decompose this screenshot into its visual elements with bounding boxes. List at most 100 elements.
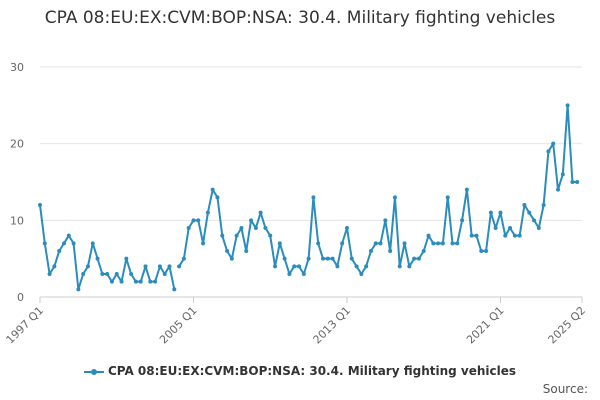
legend[interactable]: CPA 08:EU:EX:CVM:BOP:NSA: 30.4. Military…	[0, 364, 600, 378]
data-point[interactable]	[229, 256, 234, 261]
data-point[interactable]	[153, 279, 158, 284]
data-point[interactable]	[364, 264, 369, 269]
data-point[interactable]	[460, 218, 465, 223]
data-point[interactable]	[560, 172, 565, 177]
data-point[interactable]	[436, 241, 441, 246]
data-point[interactable]	[138, 279, 143, 284]
data-point[interactable]	[114, 272, 119, 276]
data-point[interactable]	[263, 226, 268, 230]
data-point[interactable]	[402, 241, 407, 246]
data-point[interactable]	[205, 210, 210, 215]
data-point[interactable]	[320, 256, 325, 261]
data-point[interactable]	[201, 241, 206, 246]
data-point[interactable]	[378, 241, 383, 246]
data-point[interactable]	[354, 264, 359, 269]
data-point[interactable]	[498, 210, 503, 215]
data-point[interactable]	[71, 241, 76, 246]
data-point[interactable]	[407, 264, 412, 269]
data-point[interactable]	[234, 233, 239, 238]
data-point[interactable]	[421, 249, 426, 253]
data-point[interactable]	[392, 195, 397, 200]
data-point[interactable]	[273, 264, 278, 269]
data-point[interactable]	[292, 264, 297, 269]
data-point[interactable]	[66, 233, 71, 238]
data-point[interactable]	[129, 272, 134, 276]
data-point[interactable]	[493, 226, 498, 230]
source-label[interactable]: Source:	[542, 382, 588, 396]
data-point[interactable]	[52, 264, 57, 269]
data-point[interactable]	[335, 264, 340, 269]
data-point[interactable]	[340, 241, 345, 246]
data-point[interactable]	[330, 256, 335, 261]
data-point[interactable]	[488, 210, 493, 215]
data-point[interactable]	[474, 233, 479, 238]
data-point[interactable]	[85, 264, 90, 269]
data-point[interactable]	[268, 233, 273, 238]
data-point[interactable]	[90, 241, 95, 246]
data-point[interactable]	[551, 141, 556, 146]
data-point[interactable]	[133, 279, 138, 284]
data-point[interactable]	[244, 249, 249, 253]
data-point[interactable]	[215, 195, 220, 200]
data-point[interactable]	[253, 226, 258, 230]
data-point[interactable]	[157, 264, 162, 269]
data-point[interactable]	[445, 195, 450, 200]
data-point[interactable]	[76, 287, 81, 292]
data-point[interactable]	[191, 218, 196, 223]
data-point[interactable]	[503, 233, 508, 238]
data-point[interactable]	[277, 241, 282, 246]
data-point[interactable]	[143, 264, 148, 269]
data-point[interactable]	[426, 233, 431, 238]
data-point[interactable]	[450, 241, 455, 246]
data-point[interactable]	[541, 203, 546, 207]
data-point[interactable]	[301, 272, 306, 276]
data-point[interactable]	[575, 180, 580, 184]
data-point[interactable]	[512, 233, 517, 238]
data-point[interactable]	[258, 210, 263, 215]
data-point[interactable]	[431, 241, 436, 246]
data-point[interactable]	[47, 272, 52, 276]
data-point[interactable]	[565, 103, 570, 108]
data-point[interactable]	[455, 241, 460, 246]
data-point[interactable]	[311, 195, 316, 200]
data-point[interactable]	[440, 241, 445, 246]
data-point[interactable]	[479, 249, 484, 253]
data-point[interactable]	[325, 256, 330, 261]
data-point[interactable]	[532, 218, 537, 223]
data-point[interactable]	[349, 256, 354, 261]
data-point[interactable]	[210, 187, 215, 192]
data-point[interactable]	[556, 187, 561, 192]
data-point[interactable]	[42, 241, 47, 246]
data-point[interactable]	[167, 264, 172, 269]
data-point[interactable]	[536, 226, 541, 230]
data-point[interactable]	[61, 241, 66, 246]
data-point[interactable]	[373, 241, 378, 246]
data-point[interactable]	[38, 203, 42, 207]
data-point[interactable]	[397, 264, 402, 269]
data-point[interactable]	[172, 287, 177, 292]
data-point[interactable]	[464, 187, 469, 192]
data-point[interactable]	[527, 210, 532, 215]
data-point[interactable]	[287, 272, 292, 276]
data-point[interactable]	[220, 233, 225, 238]
data-point[interactable]	[359, 272, 364, 276]
data-point[interactable]	[249, 218, 254, 223]
data-point[interactable]	[469, 233, 474, 238]
data-point[interactable]	[181, 256, 186, 261]
data-point[interactable]	[105, 272, 110, 276]
data-point[interactable]	[196, 218, 201, 223]
data-point[interactable]	[508, 226, 513, 230]
data-point[interactable]	[416, 256, 421, 261]
data-point[interactable]	[570, 180, 575, 184]
data-point[interactable]	[148, 279, 153, 284]
data-point[interactable]	[368, 249, 373, 253]
data-point[interactable]	[119, 279, 124, 284]
data-point[interactable]	[297, 264, 302, 269]
data-point[interactable]	[186, 226, 191, 230]
data-point[interactable]	[225, 249, 230, 253]
data-point[interactable]	[522, 203, 527, 207]
data-point[interactable]	[412, 256, 417, 261]
data-point[interactable]	[239, 226, 244, 230]
data-point[interactable]	[162, 272, 167, 276]
data-point[interactable]	[306, 256, 311, 261]
